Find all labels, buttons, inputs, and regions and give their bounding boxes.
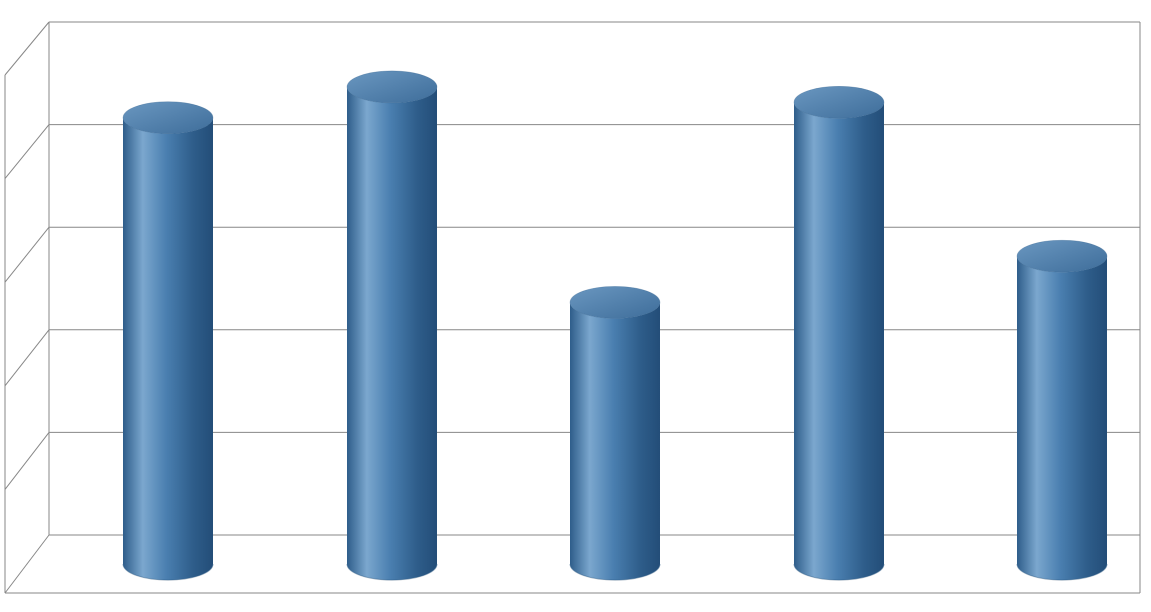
bar-2: [347, 71, 437, 581]
bar-5: [1017, 240, 1107, 581]
bar-1: [123, 102, 213, 581]
bar-4: [794, 86, 884, 581]
bar-3: [570, 286, 660, 581]
cylinder-bar-chart: [0, 0, 1151, 612]
